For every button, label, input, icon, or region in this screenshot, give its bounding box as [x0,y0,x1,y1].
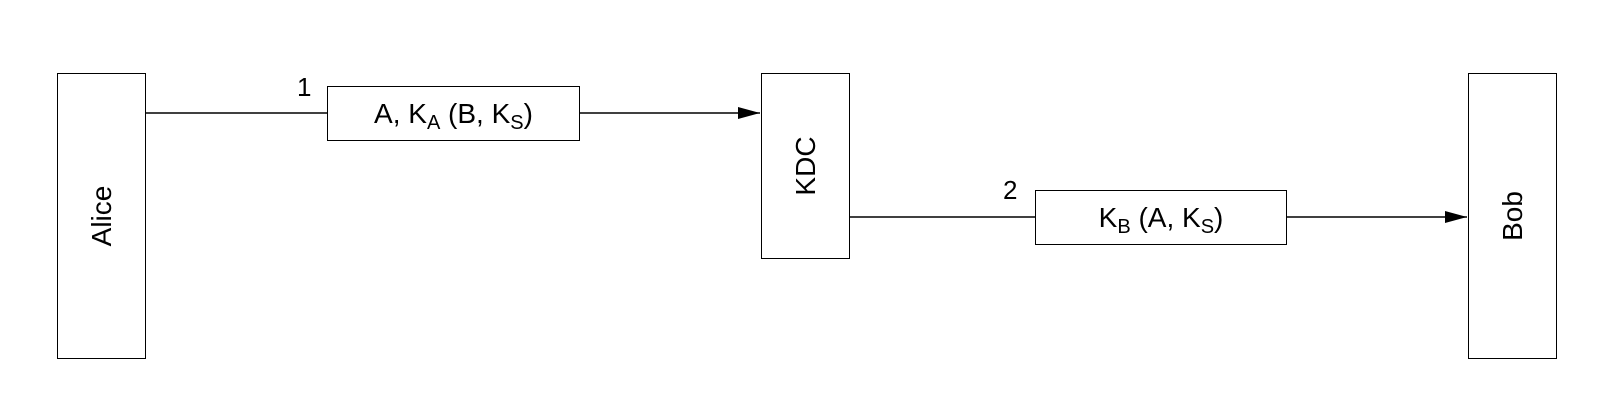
kdc-label: KDC [789,136,821,196]
msg2-text: KB (A, KS) [1098,201,1224,238]
msg1-box: A, KA (B, KS) [327,86,580,141]
alice-label: Alice [85,185,117,247]
bob-box: Bob [1468,73,1557,359]
msg1-text: A, KA (B, KS) [374,97,533,134]
kdc-box: KDC [761,73,850,259]
msg2-box: KB (A, KS) [1035,190,1287,245]
bob-label: Bob [1496,191,1528,241]
msg2-step-number: 2 [1003,175,1018,205]
msg1-step-number: 1 [297,72,312,102]
alice-box: Alice [57,73,146,359]
